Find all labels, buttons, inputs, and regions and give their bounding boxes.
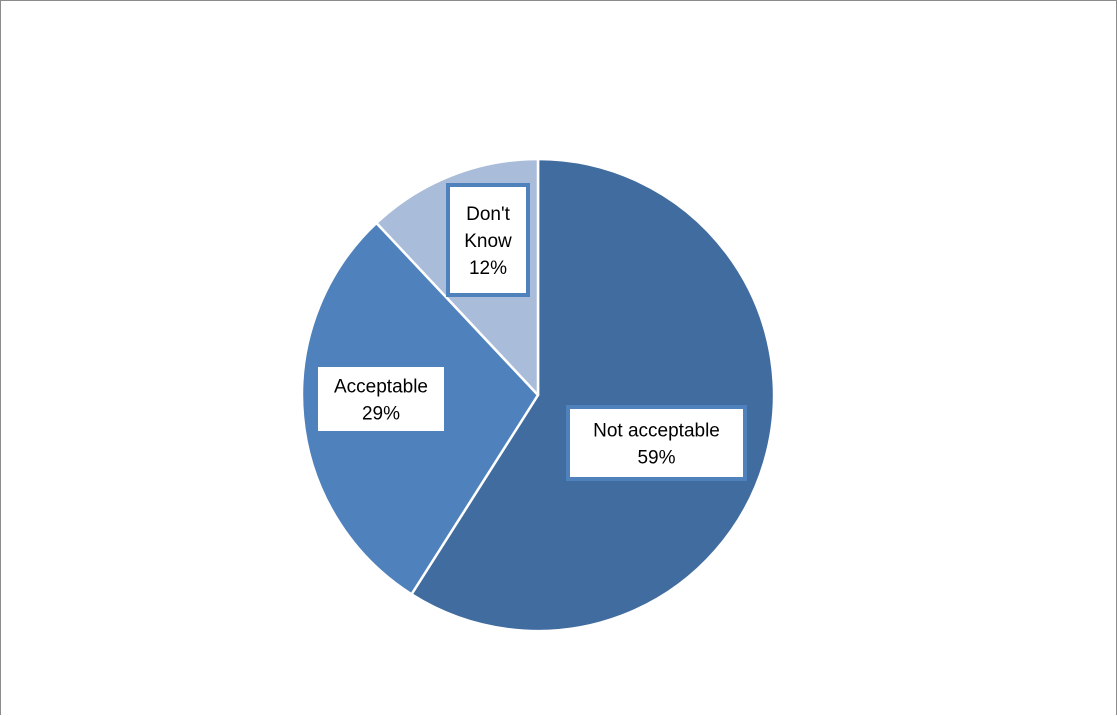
slice-value-label: 59% [637,448,675,469]
data-label-box [566,405,747,481]
slice-category-label: Don't [466,204,510,225]
slice-category-label: Know [464,231,512,252]
slice-category-label: Acceptable [334,377,428,398]
data-label-acceptable: Acceptable 29% [314,363,448,435]
slice-value-label: 12% [469,258,507,279]
slice-category-label: Not acceptable [593,421,720,442]
pie-labels: Not acceptable 59% Acceptable 29% Don't Know 1… [314,183,747,481]
data-label-box [314,363,448,435]
pie-slice-not-acceptable [410,157,776,633]
data-label-box [446,183,530,297]
data-label-not-acceptable: Not acceptable 59% [566,405,747,481]
data-label-don-t-know: Don't Know 12% [446,183,530,297]
slice-value-label: 29% [362,404,400,425]
